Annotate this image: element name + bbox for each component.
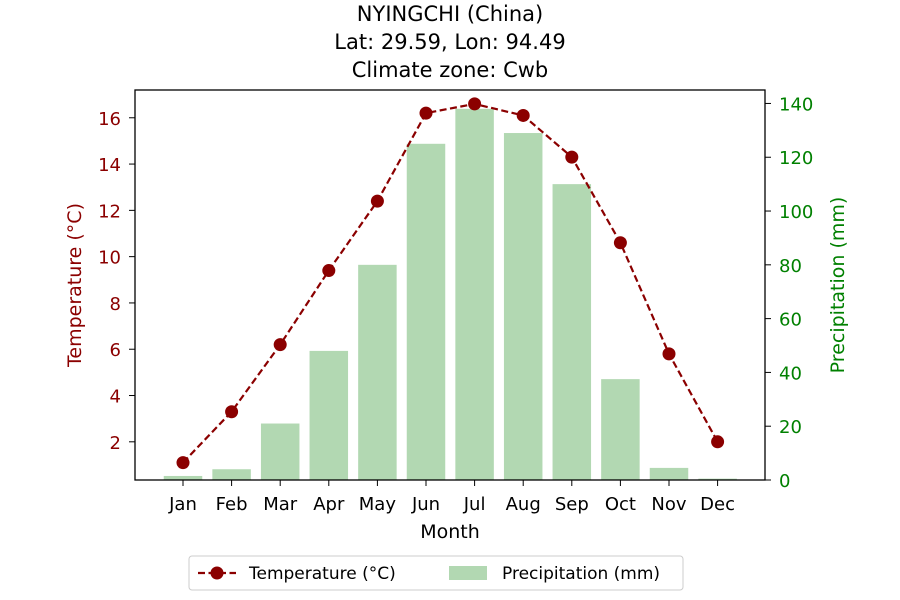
temperature-point-nov [662, 347, 676, 361]
right-tick-label: 120 [779, 148, 813, 169]
plot-frame [134, 89, 766, 481]
x-axis-label: Month [420, 521, 480, 543]
right-tick-label: 0 [779, 471, 790, 492]
left-tick-label: 8 [110, 294, 121, 315]
x-tick-label: Nov [651, 494, 686, 515]
legend-frame [188, 555, 684, 591]
temperature-line [176, 97, 725, 470]
legend-temperature-swatch-marker [210, 566, 224, 580]
title-line-2: Lat: 29.59, Lon: 94.49 [334, 30, 565, 54]
precipitation-bars [163, 108, 737, 481]
left-tick-label: 10 [98, 248, 121, 269]
left-tick-label: 16 [98, 109, 121, 130]
x-tick-label: Jun [411, 494, 440, 515]
x-tick-label: Sep [555, 494, 589, 515]
precipitation-bar-may [358, 264, 397, 480]
left-tick-label: 12 [98, 201, 121, 222]
left-axis-ticks: 2 4 6 8 10 12 14 16 [98, 109, 135, 454]
right-axis-label: Precipitation (mm) [827, 197, 849, 374]
title-line-3: Climate zone: Cwb [352, 58, 549, 82]
precipitation-bar-jun [406, 143, 446, 481]
temperature-point-feb [225, 405, 239, 419]
right-tick-label: 40 [779, 363, 802, 384]
x-tick-label: Aug [506, 494, 541, 515]
left-tick-label: 4 [110, 387, 121, 408]
right-axis-ticks: 0 20 40 60 80 100 120 140 [765, 94, 813, 492]
temperature-line-path [182, 102, 719, 464]
x-tick-label: Mar [263, 494, 298, 515]
precipitation-bar-apr [309, 350, 349, 480]
precipitation-bar-mar [260, 423, 300, 480]
title-line-1: NYINGCHI (China) [357, 2, 543, 26]
temperature-point-sep [565, 150, 579, 164]
left-tick-label: 6 [110, 340, 121, 361]
x-tick-label: Apr [313, 494, 345, 515]
precipitation-bar-sep [552, 184, 592, 480]
temperature-point-mar [273, 338, 287, 352]
temperature-point-jul [468, 97, 482, 111]
x-tick-label: Jan [168, 494, 197, 515]
x-tick-label: Oct [605, 494, 636, 515]
left-tick-label: 14 [98, 155, 121, 176]
x-axis-ticks: Jan Feb Mar Apr May Jun Jul Aug Sep Oct Nov Dec [168, 480, 735, 515]
precipitation-bar-aug [503, 133, 543, 480]
x-tick-label: May [359, 494, 397, 515]
right-tick-label: 100 [779, 202, 813, 223]
precipitation-bar-oct [601, 379, 640, 480]
temperature-point-jun [419, 106, 433, 120]
temperature-point-apr [322, 264, 336, 278]
right-tick-label: 20 [779, 417, 802, 438]
right-tick-label: 60 [779, 310, 802, 331]
temperature-point-oct [613, 236, 627, 250]
x-tick-label: Feb [216, 494, 248, 515]
precipitation-bar-dec [698, 478, 737, 480]
legend-precipitation-label: Precipitation (mm) [502, 564, 660, 584]
chart-title: NYINGCHI (China) Lat: 29.59, Lon: 94.49 … [334, 2, 565, 82]
left-tick-label: 2 [110, 433, 121, 454]
legend-temperature-label: Temperature (°C) [248, 564, 396, 584]
temperature-point-jan [176, 456, 190, 470]
precipitation-bar-feb [212, 469, 251, 480]
left-axis-label: Temperature (°C) [64, 203, 86, 368]
legend: Temperature (°C) Precipitation (mm) [188, 555, 684, 591]
right-tick-label: 140 [779, 94, 813, 115]
precipitation-bar-jul [455, 108, 494, 481]
x-tick-label: Dec [700, 494, 735, 515]
precipitation-bar-nov [649, 467, 689, 480]
temperature-point-dec [711, 435, 725, 449]
temperature-point-may [370, 194, 384, 208]
right-tick-label: 80 [779, 256, 802, 277]
precipitation-bar-jan [163, 475, 203, 480]
legend-precipitation-swatch [449, 566, 487, 580]
x-tick-label: Jul [463, 494, 486, 515]
temperature-point-aug [516, 108, 530, 122]
